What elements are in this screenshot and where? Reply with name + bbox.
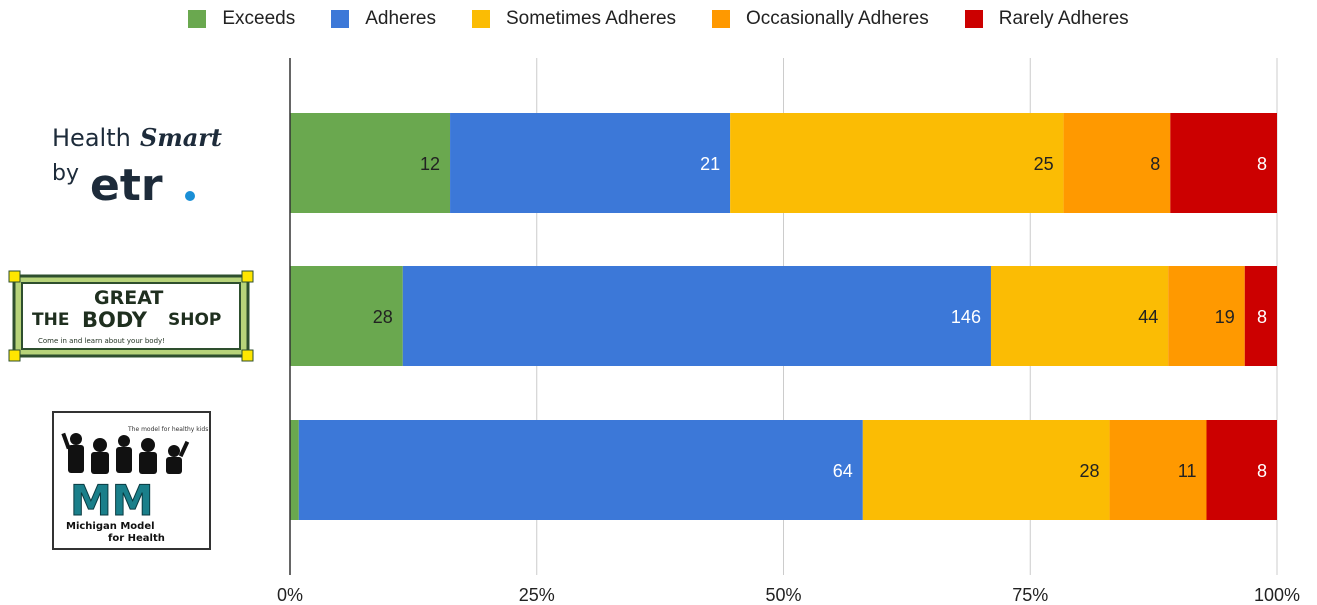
bar-segment-adheres (402, 266, 991, 366)
bar-segment-rarely-adheres (1244, 266, 1277, 366)
data-label: 8 (1257, 154, 1267, 174)
bar-segment-exceeds (290, 113, 451, 213)
mmh-name-line2: for Health (108, 533, 165, 544)
bar-segment-adheres (298, 420, 863, 520)
legend-item-sometimes-adheres: Sometimes Adheres (472, 8, 676, 30)
data-label: 146 (951, 307, 981, 327)
data-label: 28 (1080, 461, 1100, 481)
gbs-corner-tr (241, 270, 254, 283)
gbs-shop: SHOP (168, 310, 221, 330)
data-label: 8 (1257, 307, 1267, 327)
mmh-silhouettes (61, 432, 190, 474)
healthsmart-logo-dot (185, 191, 195, 201)
gbs-great: GREAT (94, 287, 163, 309)
data-label: 64 (833, 461, 853, 481)
mmh-frame (52, 411, 211, 550)
bar-segment-sometimes-adheres (862, 420, 1110, 520)
data-label: 21 (700, 154, 720, 174)
bar-segment-rarely-adheres (1170, 113, 1277, 213)
bar-segment-adheres (450, 113, 731, 213)
legend-item-exceeds: Exceeds (188, 8, 295, 30)
healthsmart-logo-smart: Smart (140, 123, 222, 152)
bar-segment-exceeds (290, 420, 299, 520)
x-tick-label: 50% (765, 585, 801, 605)
x-tick-label: 0% (277, 585, 303, 605)
bar-segment-occasionally-adheres (1109, 420, 1207, 520)
legend-item-occasionally-adheres: Occasionally Adheres (712, 8, 929, 30)
gbs-corner-bl (8, 349, 21, 362)
healthsmart-logo-graphic: Health Smart by etr (52, 123, 222, 211)
legend-label: Adheres (365, 8, 436, 29)
legend: Exceeds Adheres Sometimes Adheres Occasiona… (0, 8, 1317, 30)
great-body-shop-logo-graphic: GREAT THE BODY SHOP Come in and learn ab… (8, 270, 254, 362)
mmh-name-line1: Michigan Model (66, 521, 155, 532)
mmh-tagline: The model for healthy kids! (127, 426, 211, 433)
healthsmart-logo-health: Health (52, 124, 131, 152)
healthsmart-logo-etr: etr (90, 160, 163, 208)
michigan-model-logo: The model for healthy kids! MM Michigan … (52, 411, 212, 551)
data-label: 11 (1178, 461, 1197, 481)
data-label: 12 (420, 154, 440, 174)
bar-segment-sometimes-adheres (730, 113, 1064, 213)
legend-swatch (331, 10, 350, 28)
great-body-shop-logo: GREAT THE BODY SHOP Come in and learn ab… (8, 270, 254, 362)
healthsmart-logo: Health Smart by etr (50, 118, 225, 211)
legend-item-adheres: Adheres (331, 8, 436, 30)
legend-label: Exceeds (222, 8, 296, 29)
legend-swatch (472, 10, 490, 28)
data-label: 44 (1138, 307, 1158, 327)
x-tick-label: 100% (1254, 585, 1300, 605)
legend-item-rarely-adheres: Rarely Adheres (964, 8, 1129, 30)
mmh-mark: MM (70, 476, 154, 525)
gbs-corner-tl (8, 270, 21, 283)
data-label: 8 (1257, 461, 1267, 481)
legend-label: Sometimes Adheres (506, 8, 677, 29)
data-label: 25 (1034, 154, 1054, 174)
x-tick-label: 75% (1012, 585, 1048, 605)
legend-label: Occasionally Adheres (746, 8, 929, 29)
data-label: 8 (1150, 154, 1160, 174)
bar-segment-sometimes-adheres (990, 266, 1169, 366)
gbs-the: THE (32, 310, 69, 330)
legend-label: Rarely Adheres (998, 8, 1129, 29)
gbs-body: BODY (82, 308, 148, 332)
gbs-panel (21, 282, 241, 350)
gbs-corner-br (241, 349, 254, 362)
healthsmart-logo-by: by (52, 161, 79, 186)
gbs-tagline: Come in and learn about your body! (38, 337, 165, 345)
bar-segment-occasionally-adheres (1168, 266, 1245, 366)
bar-segment-exceeds (290, 266, 403, 366)
data-label: 28 (373, 307, 393, 327)
michigan-model-logo-graphic: The model for healthy kids! MM Michigan … (52, 411, 211, 550)
x-tick-label: 25% (519, 585, 555, 605)
bar-segment-rarely-adheres (1206, 420, 1277, 520)
data-label: 19 (1215, 307, 1235, 327)
legend-swatch (712, 10, 731, 28)
bar-segment-occasionally-adheres (1063, 113, 1171, 213)
legend-swatch (188, 10, 207, 28)
legend-swatch (964, 10, 983, 28)
